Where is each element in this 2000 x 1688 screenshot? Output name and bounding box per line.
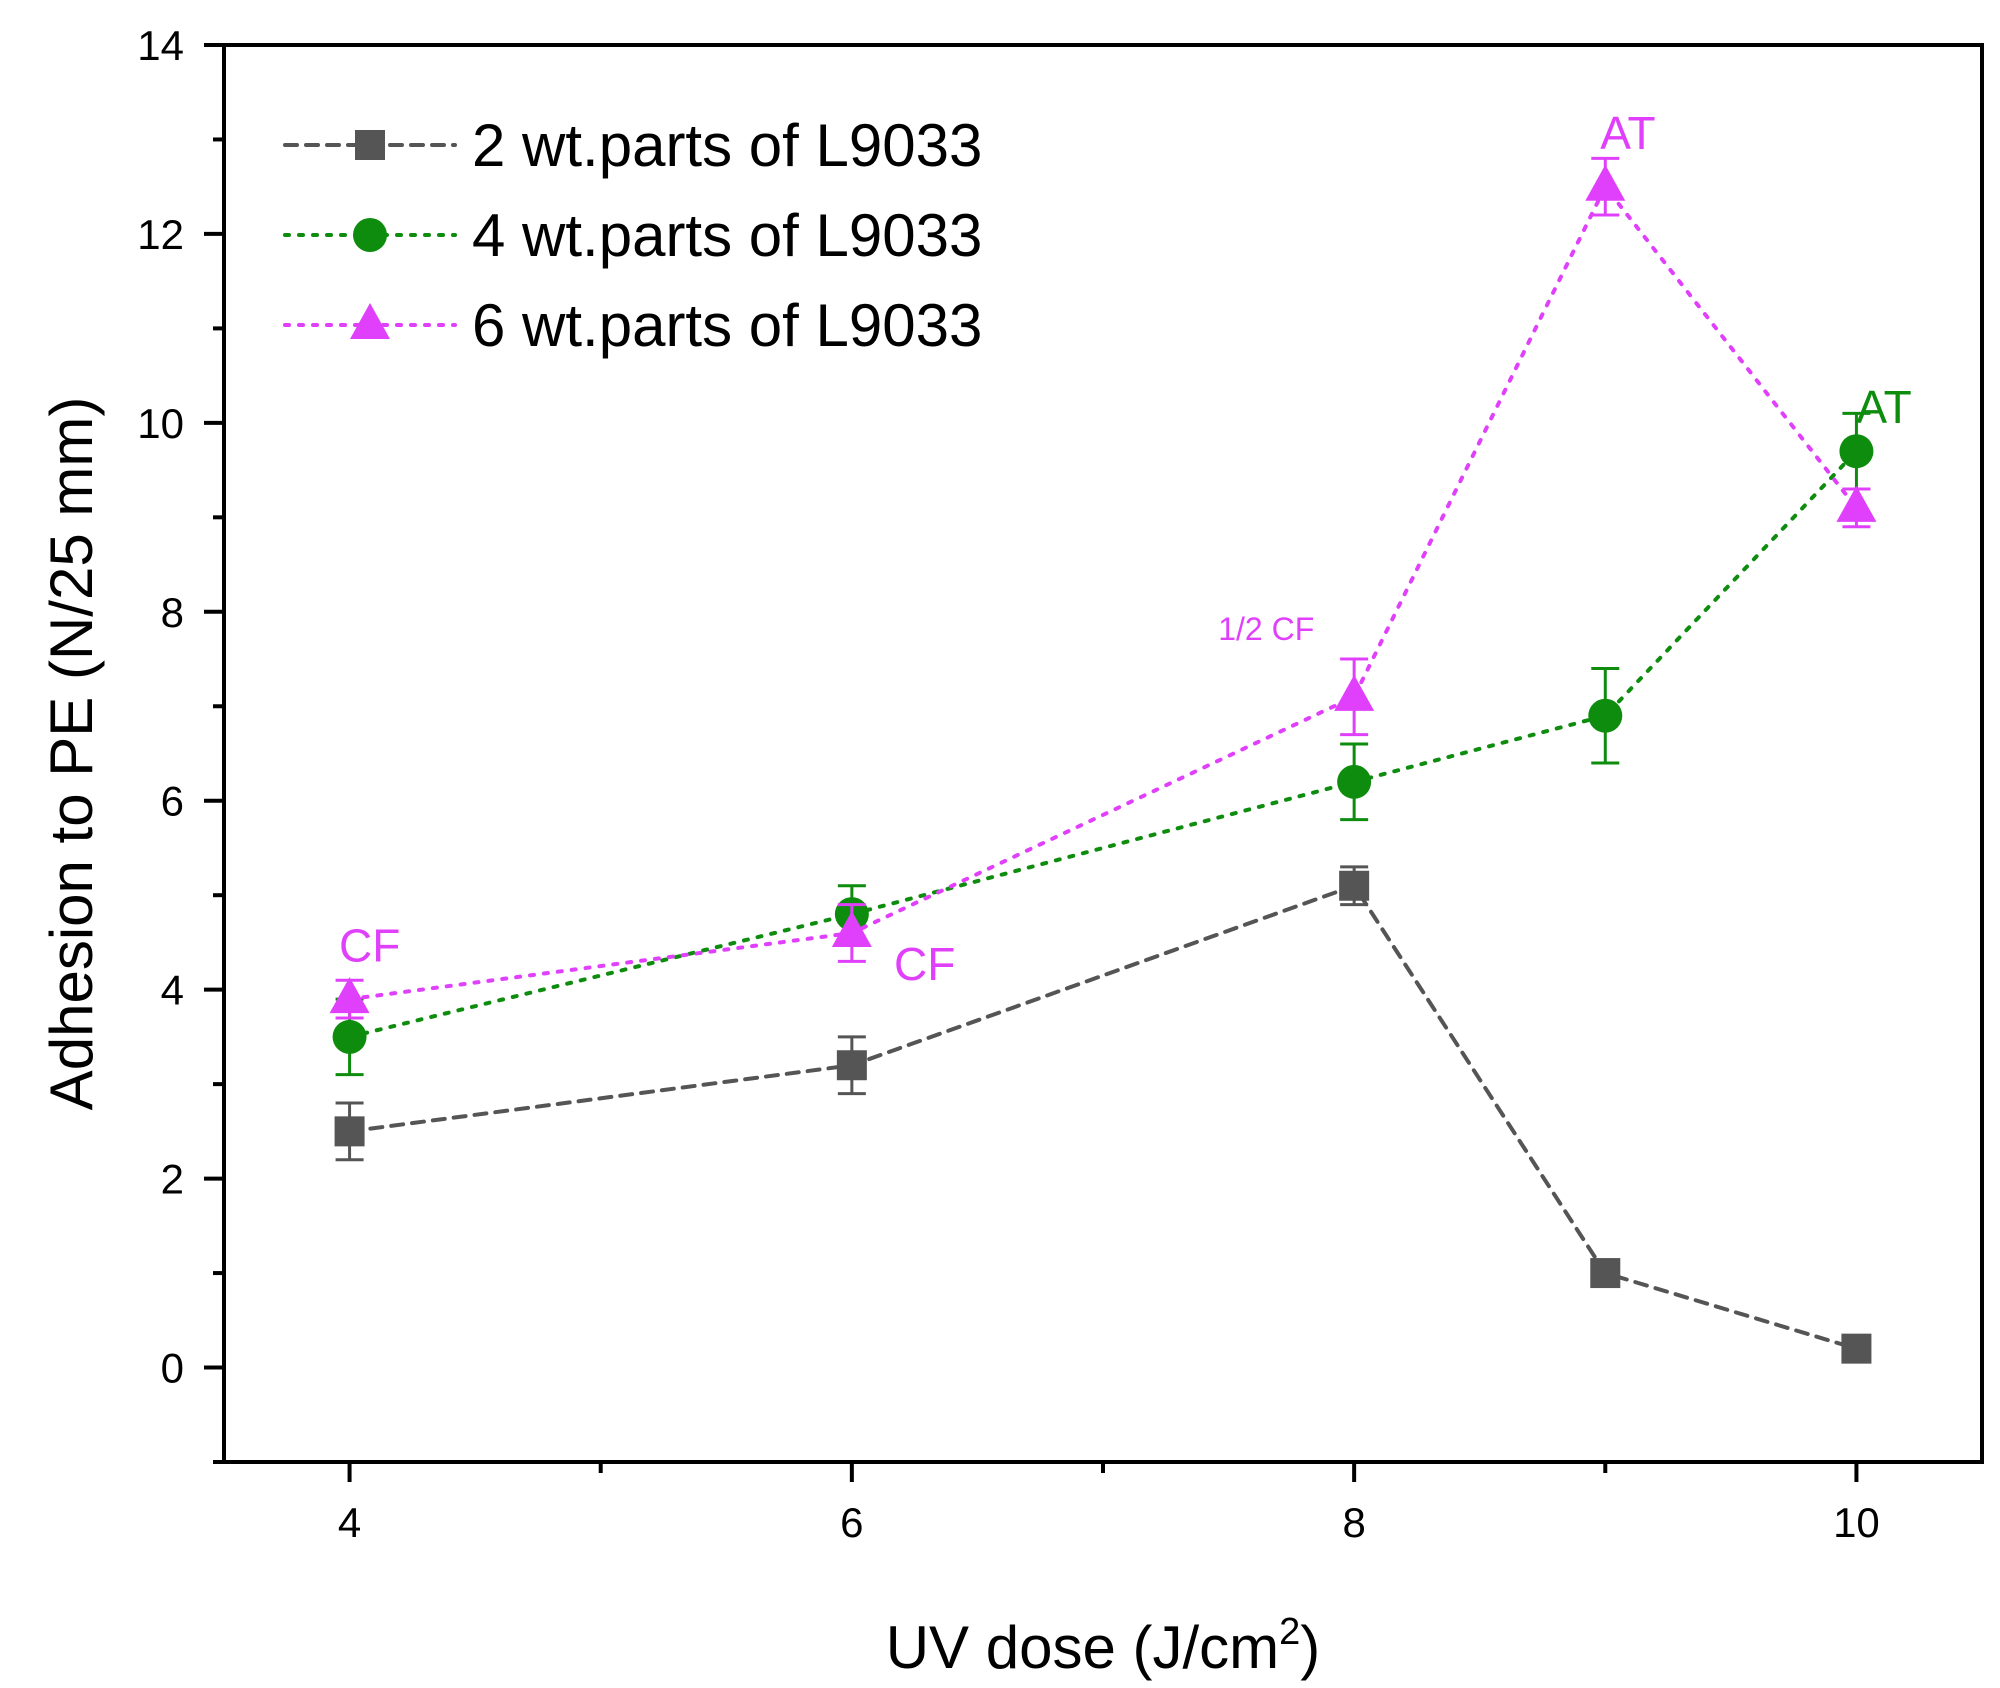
x-tick-label: 10 xyxy=(1833,1499,1880,1546)
series-3 xyxy=(329,156,1877,1020)
series-1 xyxy=(334,865,1872,1364)
data-point xyxy=(1836,485,1877,522)
y-tick-label: 10 xyxy=(137,400,184,447)
y-tick-label: 2 xyxy=(161,1156,184,1203)
x-tick-label: 6 xyxy=(840,1499,863,1546)
data-point xyxy=(1334,674,1375,711)
data-point xyxy=(831,910,872,947)
legend-label: 6 wt.parts of L9033 xyxy=(472,292,982,359)
legend: 2 wt.parts of L9033 4 wt.parts of L9033 6 … xyxy=(283,112,982,359)
legend-item-3: 6 wt.parts of L9033 xyxy=(283,292,982,359)
annotations: CF CF 1/2 CF AT AT xyxy=(339,107,1912,990)
data-point xyxy=(334,1116,365,1147)
y-tick-label: 0 xyxy=(161,1345,184,1392)
y-tick-label: 4 xyxy=(161,967,184,1014)
y-tick-label: 12 xyxy=(137,211,184,258)
x-axis-title-main: UV dose (J/cm xyxy=(886,1614,1279,1681)
series-line xyxy=(347,883,1859,1351)
legend-item-2: 4 wt.parts of L9033 xyxy=(283,202,982,269)
x-tick-label: 4 xyxy=(338,1499,361,1546)
data-point xyxy=(1585,164,1626,201)
x-tick-label: 8 xyxy=(1342,1499,1365,1546)
axes: 4 6 8 10 0 2 4 6 8 10 12 14 xyxy=(137,22,1984,1546)
data-point xyxy=(1337,764,1372,799)
annotation-label: CF xyxy=(894,938,955,990)
series-line xyxy=(347,449,1859,1039)
annotation-label: AT xyxy=(1600,107,1655,159)
legend-item-1: 2 wt.parts of L9033 xyxy=(283,112,982,179)
data-point xyxy=(332,1019,367,1054)
y-tick-label: 6 xyxy=(161,778,184,825)
data-point xyxy=(1590,1258,1621,1289)
legend-label: 2 wt.parts of L9033 xyxy=(472,112,982,179)
legend-marker xyxy=(355,130,385,160)
data-point xyxy=(1841,1333,1872,1364)
x-axis-title-superscript: 2 xyxy=(1279,1611,1300,1653)
y-tick-label: 8 xyxy=(161,589,184,636)
y-axis-title: Adhesion to PE (N/25 mm) xyxy=(38,397,105,1111)
data-point xyxy=(1839,434,1874,469)
legend-marker xyxy=(353,218,387,252)
legend-marker xyxy=(350,303,390,339)
annotation-label: 1/2 CF xyxy=(1218,611,1314,647)
x-axis-title-close: ) xyxy=(1300,1614,1320,1681)
legend-label: 4 wt.parts of L9033 xyxy=(472,202,982,269)
series-2 xyxy=(332,411,1874,1077)
annotation-label: CF xyxy=(339,919,400,971)
y-tick-label: 14 xyxy=(137,22,184,69)
x-axis-title: UV dose (J/cm2) xyxy=(886,1611,1321,1681)
data-point xyxy=(1339,870,1370,901)
annotation-label: AT xyxy=(1856,381,1911,433)
series-layer xyxy=(329,156,1877,1364)
series-line xyxy=(347,182,1859,1002)
data-point xyxy=(1588,698,1623,733)
data-point xyxy=(329,977,370,1014)
data-point xyxy=(836,1050,867,1081)
